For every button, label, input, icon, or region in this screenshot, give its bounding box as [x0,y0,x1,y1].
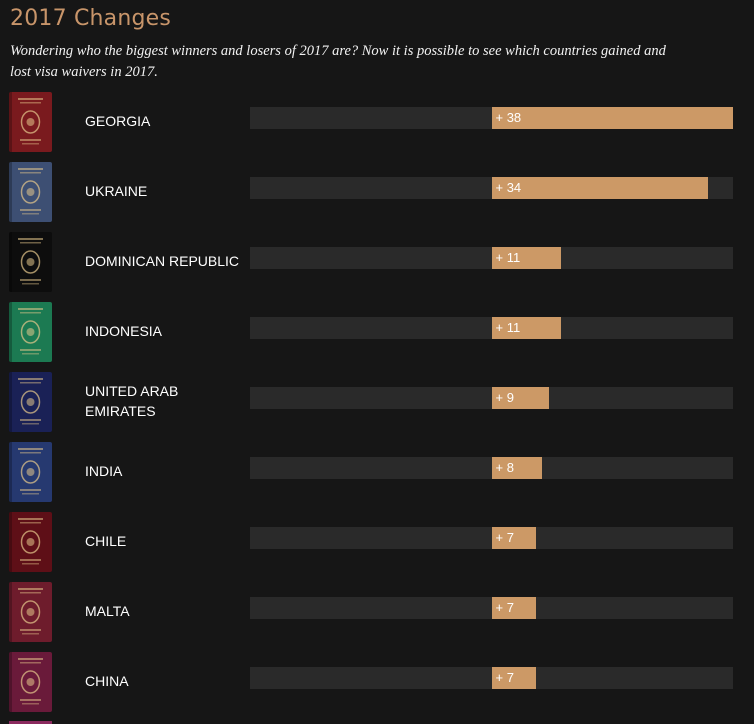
bar-value-label: + 7 [495,670,514,685]
bar-track: + 38 [250,107,733,129]
country-label: CHINA [85,673,129,689]
indonesia-passport-icon [9,302,52,362]
bar-track: + 7 [250,527,733,549]
bar [491,527,536,549]
country-label: MALTA [85,603,130,619]
bar-value-label: + 8 [495,460,514,475]
bar-track: + 11 [250,317,733,339]
chart-row: CHILE + 7 [0,512,754,572]
chart-row: DOMINICAN REPUBLIC + 11 [0,232,754,292]
bar [491,667,536,689]
country-label: CHILE [85,533,127,549]
bar-value-label: + 11 [495,250,521,265]
bar [491,247,562,269]
bar [491,107,733,129]
bar-track: + 7 [250,667,733,689]
bar-value-label: + 7 [495,530,514,545]
chart-row: INDIA + 8 [0,442,754,502]
page-title: 2017 Changes [10,6,172,31]
country-label: GEORGIA [85,113,151,129]
bar-value-label: + 11 [495,320,521,335]
bar-track: + 9 [250,387,733,409]
chart-row: MALTA + 7 [0,582,754,642]
chart-row: UNITED ARAB EMIRATES + 9 [0,372,754,432]
country-label: INDONESIA [85,323,163,339]
country-label: INDIA [85,463,123,479]
chile-passport-icon [9,512,52,572]
bar-value-label: + 38 [495,110,522,125]
bar-track: + 8 [250,457,733,479]
bar-value-label: + 7 [495,600,514,615]
bar-value-label: + 34 [495,180,522,195]
china-passport-icon [9,652,52,712]
bar [491,457,543,479]
bar-track: + 7 [250,597,733,619]
page-subtitle: Wondering who the biggest winners and lo… [10,43,666,80]
ukraine-passport-icon [9,162,52,222]
chart-row: UKRAINE + 34 [0,162,754,222]
chart-row: CHINA + 7 [0,652,754,712]
bar [491,597,536,619]
uae-passport-icon [9,372,52,432]
bar-value-label: + 9 [495,390,514,405]
country-label: DOMINICAN REPUBLIC [85,253,240,269]
country-label: UKRAINE [85,183,148,199]
chart-row: INDONESIA + 11 [0,302,754,362]
country-label: UNITED ARAB EMIRATES [85,383,179,419]
malta-passport-icon [9,582,52,642]
bar [491,387,549,409]
bar [491,317,562,339]
india-passport-icon [9,442,52,502]
passport-icon [9,721,52,724]
dominican-republic-passport-icon [9,232,52,292]
bar [491,177,708,199]
chart-row: GEORGIA + 38 [0,92,754,152]
bar-track: + 11 [250,247,733,269]
georgia-passport-icon [9,92,52,152]
bar-track: + 34 [250,177,733,199]
